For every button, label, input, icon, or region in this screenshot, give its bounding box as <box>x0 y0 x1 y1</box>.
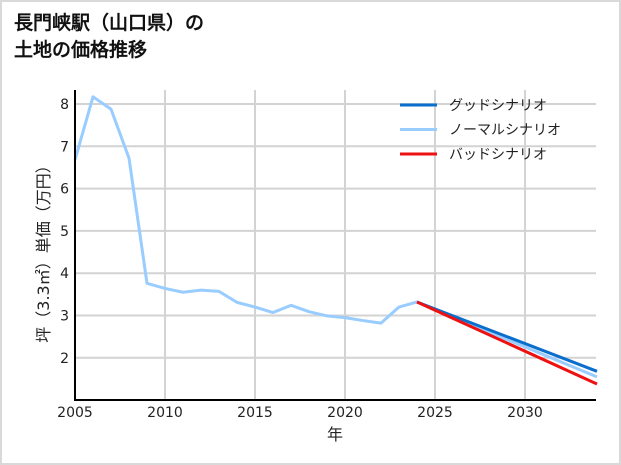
legend-label: ノーマルシナリオ <box>449 123 561 139</box>
title-line-2: 土地の価格推移 <box>14 39 148 61</box>
chart-title: 長門峡駅（山口県）の 土地の価格推移 <box>14 10 204 64</box>
y-tick-label: 4 <box>60 266 69 282</box>
series-line <box>73 95 598 379</box>
y-tick-label: 6 <box>60 182 69 198</box>
y-tick-label: 3 <box>60 309 69 325</box>
x-tick-label: 2005 <box>57 405 93 421</box>
title-line-1: 長門峡駅（山口県）の <box>14 12 205 34</box>
x-axis-label: 年 <box>327 425 343 444</box>
x-tick-label: 2030 <box>507 405 543 421</box>
y-tick-label: 7 <box>60 139 69 155</box>
y-axis-label: 坪（3.3㎡）単価（万円） <box>34 157 53 342</box>
y-tick-label: 2 <box>60 351 69 367</box>
x-tick-label: 2015 <box>237 405 273 421</box>
axes <box>74 90 596 401</box>
series-line <box>416 300 598 373</box>
tick-labels: 2005 2010 2015 2020 2025 2030 2 3 4 5 6 7 8 <box>57 97 543 421</box>
x-tick-label: 2025 <box>417 405 453 421</box>
legend-label: グッドシナリオ <box>449 98 547 114</box>
legend-label: バッドシナリオ <box>449 147 547 163</box>
y-tick-label: 5 <box>60 224 69 240</box>
series-lines <box>73 95 598 386</box>
x-tick-label: 2010 <box>147 405 183 421</box>
series-line <box>416 300 598 386</box>
x-tick-label: 2020 <box>327 405 363 421</box>
y-tick-label: 8 <box>60 97 69 113</box>
